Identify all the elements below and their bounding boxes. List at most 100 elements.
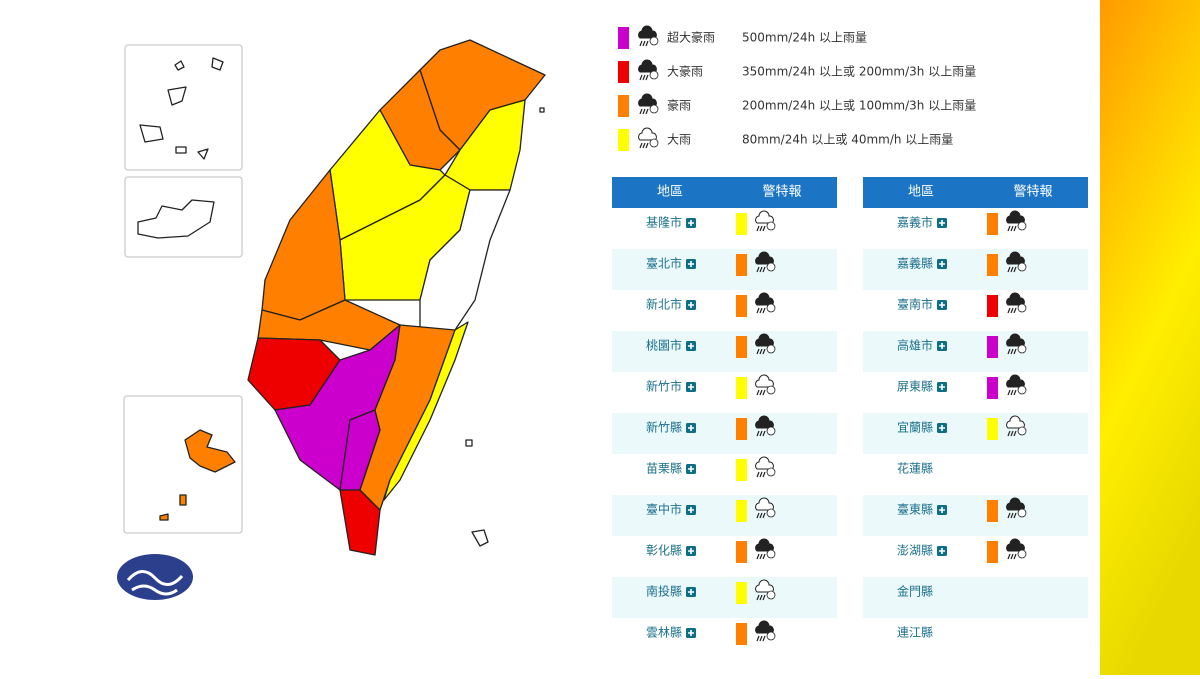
row-bg — [612, 577, 837, 618]
cloud — [755, 497, 774, 511]
county-name: 澎湖縣 — [897, 543, 933, 558]
county-name: 新竹縣 — [646, 420, 682, 435]
islet — [465, 107, 545, 547]
county-name: 臺中市 — [646, 502, 682, 517]
plus — [688, 425, 694, 431]
warning-swatch — [987, 418, 998, 440]
badge — [1017, 426, 1027, 436]
row-bg — [863, 413, 1088, 454]
cloud — [1006, 538, 1025, 552]
badge — [766, 221, 776, 231]
rain — [1007, 225, 1017, 232]
plus — [939, 548, 945, 554]
region — [383, 321, 469, 501]
rain — [756, 594, 766, 601]
legend-name: 超大豪雨 — [667, 30, 715, 45]
badge — [1017, 344, 1027, 354]
warning-swatch — [987, 295, 998, 317]
rain — [756, 266, 766, 273]
header-cell: 警特報 — [762, 184, 801, 200]
county-name: 高雄市 — [897, 338, 933, 353]
county-name: 彰化縣 — [646, 543, 682, 558]
rain-icon — [1006, 497, 1027, 519]
rain-icon — [638, 59, 659, 81]
rain-icon — [1006, 415, 1027, 437]
rain — [1007, 307, 1017, 314]
cloud — [1006, 333, 1025, 347]
badge — [1017, 385, 1027, 395]
warning-swatch — [736, 418, 747, 440]
legend-name: 豪雨 — [667, 98, 691, 113]
badge — [766, 303, 776, 313]
logo-mark — [126, 570, 184, 596]
badge — [649, 104, 659, 114]
county-name: 宜蘭縣 — [897, 420, 933, 435]
cloud — [755, 333, 774, 347]
badge — [766, 467, 776, 477]
header-cell: 警特報 — [1013, 184, 1052, 200]
legend-swatch — [618, 95, 629, 117]
warning-swatch — [736, 254, 747, 276]
cloud — [755, 456, 774, 470]
rain — [756, 348, 766, 355]
cloud — [1006, 374, 1025, 388]
county-name: 臺南市 — [897, 297, 933, 312]
county-name: 桃園市 — [646, 338, 682, 353]
legend-description: 350mm/24h 以上或 200mm/3h 以上雨量 — [742, 65, 976, 79]
rain-icon — [755, 456, 776, 478]
county-name: 臺東縣 — [897, 502, 933, 517]
legend-swatch — [618, 129, 629, 151]
kinmen-island — [137, 199, 215, 239]
plus — [688, 548, 694, 554]
rain — [639, 40, 649, 47]
header-cell: 地區 — [657, 185, 683, 200]
legend-swatch — [618, 27, 629, 49]
plus — [688, 220, 694, 226]
plus — [688, 589, 694, 595]
legend-name: 大豪雨 — [667, 64, 703, 79]
county-name: 屏東縣 — [897, 380, 933, 394]
county-name: 花蓮縣 — [897, 461, 933, 476]
rain-icon — [1006, 333, 1027, 355]
county-name: 金門縣 — [897, 584, 933, 599]
rain — [639, 74, 649, 81]
side-strip — [1100, 0, 1200, 675]
rain-icon — [755, 333, 776, 355]
badge — [649, 70, 659, 80]
row-bg — [612, 249, 837, 290]
warning-swatch — [736, 295, 747, 317]
rain-icon — [1006, 374, 1027, 396]
badge — [766, 385, 776, 395]
cloud — [638, 25, 657, 39]
plus — [688, 466, 694, 472]
rain — [1007, 266, 1017, 273]
rain — [639, 108, 649, 115]
rain — [1007, 430, 1017, 437]
cloud — [755, 374, 774, 388]
plus — [939, 425, 945, 431]
rain — [756, 553, 766, 560]
badge — [766, 590, 776, 600]
badge — [1017, 549, 1027, 559]
region — [261, 169, 346, 321]
county-name: 臺北市 — [646, 256, 682, 271]
legend-description: 500mm/24h 以上雨量 — [742, 31, 867, 45]
plus — [939, 220, 945, 226]
matsu-islands — [139, 57, 224, 160]
warning-swatch — [987, 541, 998, 563]
rain-icon — [1006, 210, 1027, 232]
legend-name: 大雨 — [667, 133, 691, 147]
rain — [756, 389, 766, 396]
inset-box — [123, 395, 243, 534]
rain-icon — [755, 538, 776, 560]
rain-icon — [638, 93, 659, 115]
plus — [688, 384, 694, 390]
plus — [688, 261, 694, 267]
cloud — [638, 59, 657, 73]
row-bg — [612, 331, 837, 372]
badge — [766, 426, 776, 436]
table-header — [612, 177, 837, 208]
